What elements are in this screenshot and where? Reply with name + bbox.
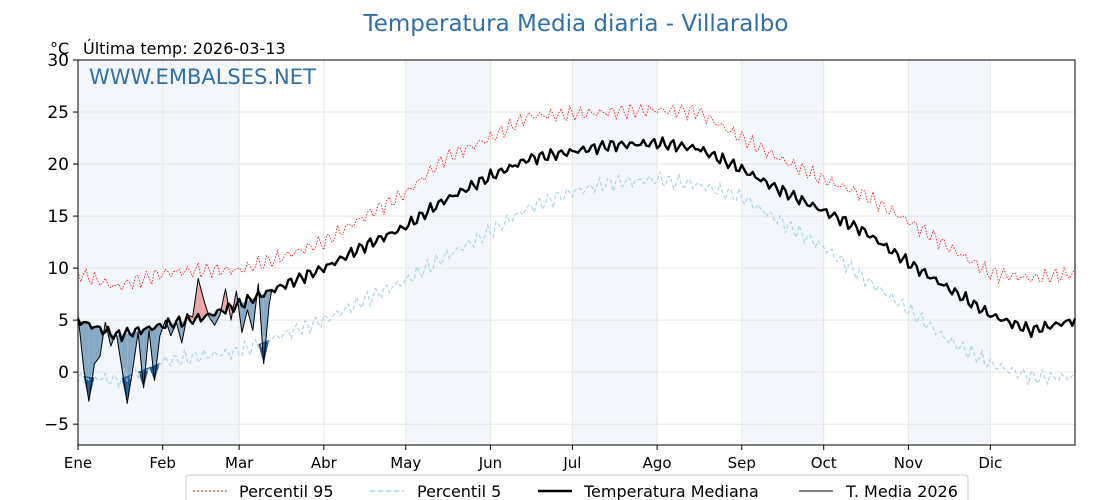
anomaly-fill-22 xyxy=(198,278,204,319)
y-tick-label-15: 15 xyxy=(47,207,69,227)
x-tick-label-may: May xyxy=(390,454,421,472)
watermark: WWW.EMBALSES.NET xyxy=(89,65,316,89)
y-tick-label-10: 10 xyxy=(47,259,69,279)
x-tick-label-sep: Sep xyxy=(728,454,756,472)
series-line-p5 xyxy=(77,171,1076,389)
x-tick-label-oct: Oct xyxy=(811,454,837,472)
x-tick-label-ene: Ene xyxy=(64,454,92,472)
series-lines xyxy=(76,103,1077,404)
x-tick-label-ago: Ago xyxy=(643,454,672,472)
x-axis: Ene Feb Mar Abr May Jun Jul Ago Sep Oct Nov Dic xyxy=(64,445,1002,472)
series-line-current xyxy=(77,278,273,404)
y-tick-label-0: 0 xyxy=(58,363,69,383)
month-band-3 xyxy=(741,60,824,445)
x-tick-label-jul: Jul xyxy=(562,454,581,472)
anomaly-fill-15 xyxy=(159,320,166,336)
legend-box xyxy=(185,474,969,500)
legend: Percentil 95 Percentil 5 Temperatura Med… xyxy=(185,474,969,500)
x-tick-label-feb: Feb xyxy=(149,454,176,472)
anomaly-fill-16 xyxy=(165,320,171,336)
unit-label: °C xyxy=(50,39,69,58)
y-tick-label--5: −5 xyxy=(44,415,69,435)
series-line-median xyxy=(76,136,1077,343)
month-band-4 xyxy=(908,60,991,445)
x-tick-label-nov: Nov xyxy=(894,454,923,472)
legend-label-median: Temperatura Mediana xyxy=(583,482,759,500)
anomaly-fill-31 xyxy=(247,298,253,331)
month-bands xyxy=(78,60,991,445)
month-band-2 xyxy=(572,60,658,445)
x-tick-label-dic: Dic xyxy=(978,454,1002,472)
legend-label-current: T. Media 2026 xyxy=(845,482,958,500)
y-tick-label-5: 5 xyxy=(58,311,69,331)
month-band-0 xyxy=(78,60,240,445)
y-axis: −5 0 5 10 15 20 25 30 xyxy=(44,51,78,435)
legend-label-p5: Percentil 5 xyxy=(417,482,501,500)
y-tick-label-30: 30 xyxy=(47,51,69,71)
last-temp-label: Última temp: 2026-03-13 xyxy=(83,39,286,58)
legend-label-p95: Percentil 95 xyxy=(239,482,334,500)
x-tick-label-abr: Abr xyxy=(311,454,338,472)
x-tick-label-mar: Mar xyxy=(225,454,254,472)
chart-title: Temperatura Media diaria - Villaralbo xyxy=(363,11,789,37)
anomaly-fill-3 xyxy=(94,326,100,364)
y-tick-label-25: 25 xyxy=(47,103,69,123)
plot-frame xyxy=(77,59,1076,446)
x-tick-label-jun: Jun xyxy=(478,454,502,472)
anomaly-fill-30 xyxy=(241,301,248,333)
y-tick-label-20: 20 xyxy=(47,155,69,175)
